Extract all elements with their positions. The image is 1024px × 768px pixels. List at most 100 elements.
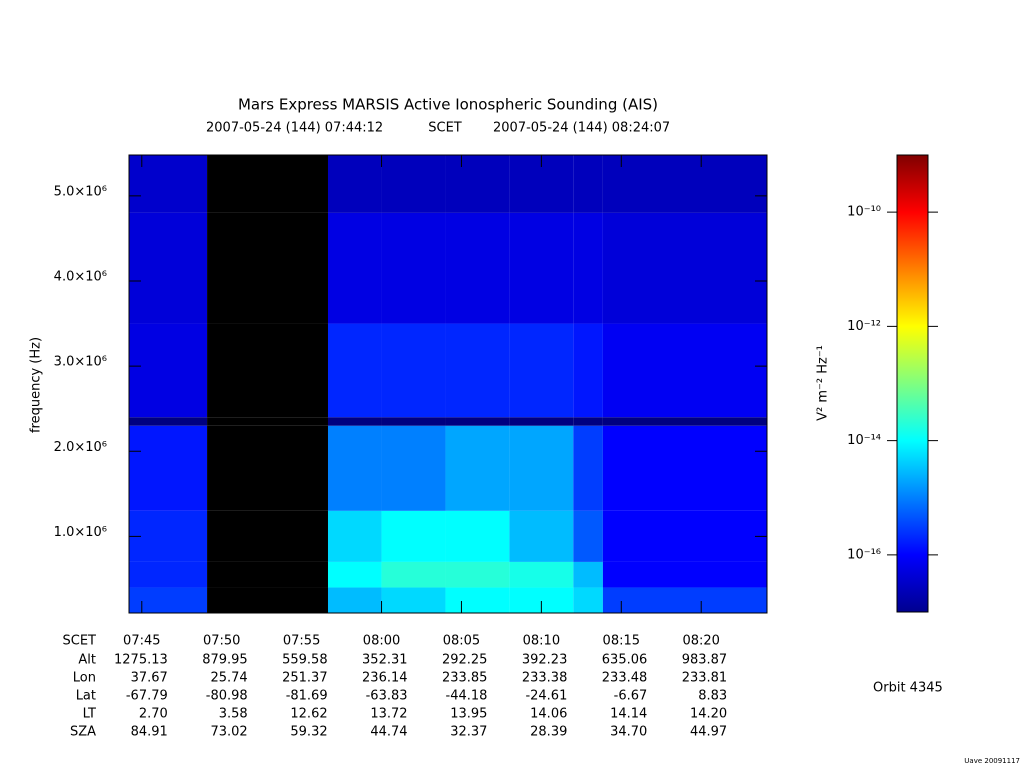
ephemeris-label: Lon [73,671,96,686]
ephemeris-value: -6.67 [614,689,648,704]
y-tick-label: 3.0×10⁶ [54,355,107,370]
ephemeris-label: SZA [70,725,96,740]
ephemeris-value: 32.37 [450,725,487,740]
heatmap-cell [509,561,574,588]
y-tick-label: 5.0×10⁶ [54,184,107,199]
ephemeris-value: 84.91 [131,725,168,740]
heatmap-cell [573,561,603,588]
heatmap-cell [129,425,208,511]
heatmap-cell [327,561,382,588]
ephemeris-value: 352.31 [362,653,408,668]
x-tick-label: 08:05 [443,634,480,649]
colorbar [896,154,929,613]
ephemeris-value: 1275.13 [114,653,168,668]
data-gap [207,587,328,613]
ephemeris-value: 236.14 [362,671,408,686]
x-tick-label: 08:10 [523,634,560,649]
ephemeris-value: 14.06 [530,707,567,722]
subtitle-start: 2007-05-24 (144) 07:44:12 [206,121,383,136]
heatmap-cell [381,561,446,588]
colorbar-tick-label: 10⁻¹⁴ [847,433,881,448]
heatmap-cell [602,425,767,511]
colorbar-tick-label: 10⁻¹⁰ [847,205,881,220]
heatmap-cell [445,587,510,613]
y-tick-label: 1.0×10⁶ [54,525,107,540]
heatmap-cell [509,417,574,426]
ephemeris-value: 44.97 [690,725,727,740]
ephemeris-value: -80.98 [206,689,248,704]
data-gap [207,212,328,324]
ephemeris-value: 392.23 [522,653,568,668]
heatmap-cell [381,155,446,213]
orbit-label: Orbit 4345 [873,681,943,696]
ephemeris-value: 2.70 [139,707,168,722]
heatmap-cell [602,323,767,418]
heatmap-cell [602,587,767,613]
colorbar-tick-label: 10⁻¹² [847,319,881,334]
x-tick-label: 08:00 [363,634,400,649]
heatmap-cell [445,323,510,418]
heatmap-cell [602,510,767,562]
heatmap-cell [602,561,767,588]
heatmap-cell [129,155,208,213]
heatmap-cell [129,561,208,588]
ephemeris-value: 635.06 [602,653,648,668]
ephemeris-value: 879.95 [202,653,248,668]
heatmap-cell [573,425,603,511]
heatmap-cell [602,212,767,324]
heatmap-cell [573,510,603,562]
heatmap-cell [129,587,208,613]
ephemeris-value: 233.85 [442,671,488,686]
y-tick-label: 2.0×10⁶ [54,440,107,455]
heatmap-cell [381,425,446,511]
ephemeris-value: 34.70 [610,725,647,740]
heatmap-cell [509,212,574,324]
footer: Uave 20091117 [964,757,1020,765]
heatmap-cell [381,417,446,426]
ephemeris-value: 3.58 [219,707,248,722]
chart-title: Mars Express MARSIS Active Ionospheric S… [238,96,658,114]
x-tick-label: 08:15 [603,634,640,649]
ephemeris-value: 251.37 [282,671,328,686]
heatmap-cell [327,417,382,426]
ephemeris-value: 983.87 [682,653,728,668]
heatmap-cell [327,155,382,213]
ephemeris-value: 59.32 [290,725,327,740]
ephemeris-value: 37.67 [131,671,168,686]
heatmap-cell [129,417,208,426]
heatmap-cell [129,323,208,418]
data-gap [207,561,328,588]
colorbar-label: V² m⁻² Hz⁻¹ [816,345,831,421]
heatmap-cell [129,212,208,324]
ephemeris-value: 25.74 [210,671,247,686]
heatmap-cell [509,323,574,418]
heatmap-cell [327,212,382,324]
x-tick-label: 07:55 [283,634,320,649]
heatmap-cell [445,561,510,588]
ephemeris-value: 13.72 [370,707,407,722]
heatmap-cell [602,155,767,213]
heatmap-cell [327,323,382,418]
heatmap-cell [509,425,574,511]
ephemeris-value: -63.83 [366,689,408,704]
ephemeris-value: 44.74 [370,725,407,740]
ephemeris-label: SCET [63,634,97,649]
heatmap-cell [381,587,446,613]
ephemeris-value: -81.69 [286,689,328,704]
x-tick-label: 07:45 [123,634,160,649]
plot-frame [128,154,768,614]
data-gap [207,155,328,213]
heatmap-cell [602,417,767,426]
ephemeris-value: 12.62 [290,707,327,722]
colorbar-tick-label: 10⁻¹⁶ [847,547,881,562]
ephemeris-value: 14.14 [610,707,647,722]
ephemeris-value: 233.38 [522,671,568,686]
ephemeris-value: 8.83 [698,689,727,704]
subtitle-label: SCET [428,121,462,136]
heatmap-cell [129,510,208,562]
ephemeris-value: 292.25 [442,653,488,668]
heatmap-cell [445,425,510,511]
heatmap-cell [573,155,603,213]
x-tick-label: 07:50 [203,634,240,649]
